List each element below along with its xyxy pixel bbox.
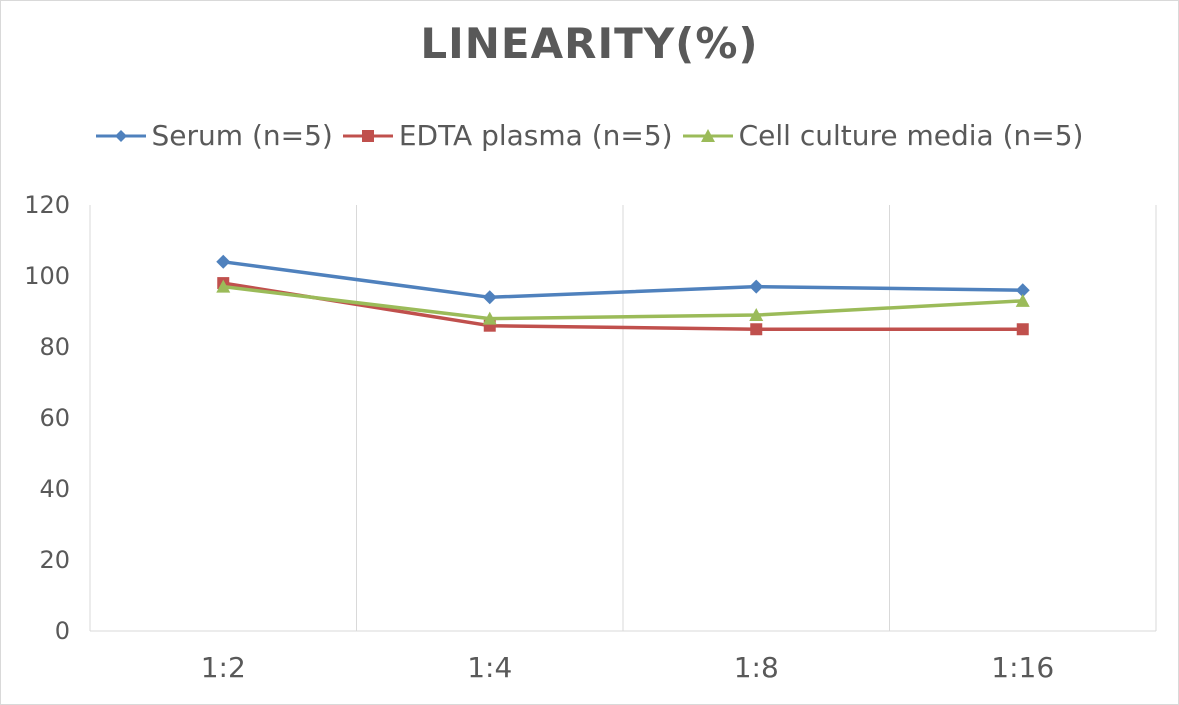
data-point-square [1016, 323, 1029, 336]
legend-marker-square-icon [342, 129, 393, 142]
data-point-triangle [1015, 293, 1030, 307]
x-tick-label: 1:8 [734, 651, 779, 684]
legend-label-cell-culture-media: Cell culture media (n=5) [738, 119, 1084, 152]
legend-marker-diamond-icon [95, 129, 146, 142]
data-point-diamond [482, 290, 497, 305]
y-tick-label: 60 [39, 404, 70, 432]
data-point-triangle [749, 308, 764, 322]
series-line-2 [222, 281, 1023, 331]
y-tick-label: 40 [39, 475, 70, 503]
legend-item-cell-culture-media: Cell culture media (n=5) [682, 119, 1084, 152]
data-point-diamond [749, 279, 764, 294]
data-point-square [750, 323, 763, 336]
x-tick-label: 1:16 [991, 651, 1054, 684]
y-tick-label: 100 [24, 262, 70, 290]
data-point-triangle [216, 279, 231, 293]
legend-marker-triangle-icon [682, 128, 733, 142]
x-tick-label: 1:2 [201, 651, 246, 684]
data-point-diamond [216, 254, 231, 269]
y-tick-label: 0 [55, 617, 70, 645]
legend-item-serum: Serum (n=5) [95, 119, 333, 152]
data-point-diamond [1015, 283, 1030, 298]
chart-title: LINEARITY(%) [420, 19, 759, 68]
legend-item-edta-plasma: EDTA plasma (n=5) [342, 119, 673, 152]
legend-label-edta-plasma: EDTA plasma (n=5) [398, 119, 673, 152]
legend-label-serum: Serum (n=5) [151, 119, 333, 152]
y-tick-label: 120 [24, 191, 70, 219]
y-tick-label: 80 [39, 333, 70, 361]
data-point-triangle [482, 311, 497, 325]
y-tick-label: 20 [39, 546, 70, 574]
legend: Serum (n=5) EDTA plasma (n=5) Cell cultu… [1, 119, 1178, 152]
x-tick-label: 1:4 [467, 651, 512, 684]
series-line-1 [223, 260, 1023, 300]
series-line-3 [223, 284, 1023, 321]
